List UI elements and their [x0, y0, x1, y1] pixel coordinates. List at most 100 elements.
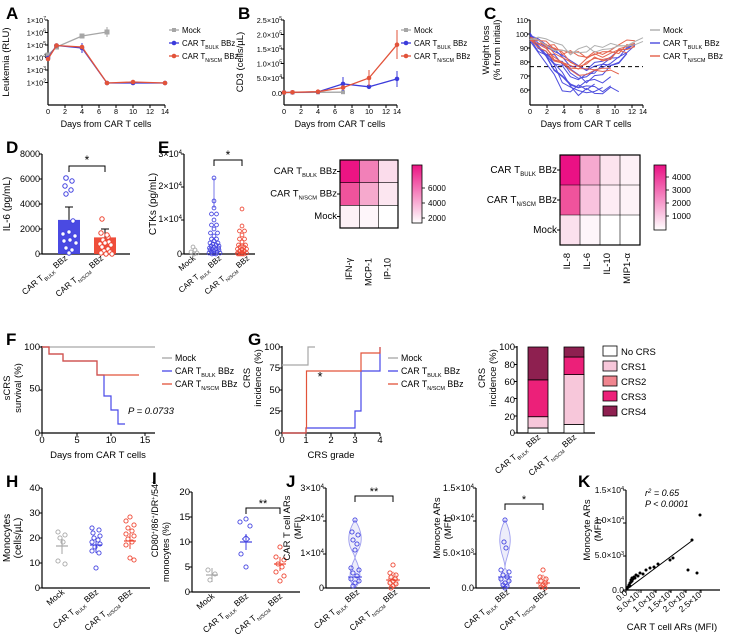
svg-text:CRS grade: CRS grade	[308, 450, 355, 461]
svg-text:2×104: 2×104	[158, 181, 182, 191]
svg-text:IP-10: IP-10	[383, 258, 393, 280]
svg-text:6: 6	[579, 107, 583, 116]
svg-text:14: 14	[161, 107, 169, 116]
svg-text:CAR TBULK BBz: CAR TBULK BBz	[414, 39, 467, 51]
svg-text:IL-10: IL-10	[602, 253, 613, 275]
svg-text:100: 100	[24, 342, 40, 353]
svg-text:Mock: Mock	[44, 586, 67, 607]
svg-text:75: 75	[269, 363, 280, 374]
svg-text:1×105: 1×105	[27, 41, 46, 50]
svg-text:10: 10	[365, 107, 373, 116]
svg-text:0.0: 0.0	[272, 89, 282, 98]
svg-text:IL-6 (pg/mL): IL-6 (pg/mL)	[2, 177, 13, 231]
svg-text:Mock: Mock	[182, 26, 201, 35]
svg-text:CD3 (cells/µL): CD3 (cells/µL)	[235, 32, 246, 92]
svg-text:0.0: 0.0	[461, 583, 474, 593]
svg-text:CAR TBULK BBz: CAR TBULK BBz	[663, 38, 720, 51]
svg-text:CRS3: CRS3	[621, 392, 646, 403]
svg-text:90: 90	[520, 44, 528, 53]
svg-text:CD80+/86+/DR+/54+: CD80+/86+/DR+/54+	[150, 481, 160, 557]
svg-text:IL-6: IL-6	[582, 253, 593, 269]
svg-text:110: 110	[516, 16, 528, 25]
svg-text:2×104: 2×104	[300, 513, 324, 523]
svg-text:4: 4	[316, 107, 320, 116]
svg-text:CRS: CRS	[242, 368, 253, 388]
svg-text:Mock: Mock	[533, 225, 558, 236]
svg-text:8: 8	[350, 107, 354, 116]
svg-text:60: 60	[520, 86, 528, 95]
svg-text:MIP1-α: MIP1-α	[622, 253, 633, 284]
svg-text:30: 30	[29, 508, 40, 519]
svg-text:*: *	[226, 148, 231, 162]
svg-text:**: **	[370, 486, 379, 498]
svg-text:10: 10	[106, 435, 117, 446]
svg-text:20: 20	[504, 412, 515, 423]
svg-text:3×104: 3×104	[158, 149, 182, 159]
svg-text:1×103: 1×103	[27, 66, 46, 75]
svg-text:1×104: 1×104	[27, 54, 46, 63]
svg-text:10: 10	[29, 558, 40, 569]
svg-text:1×102: 1×102	[27, 79, 46, 88]
svg-text:Mock: Mock	[414, 26, 433, 35]
svg-text:Days from CAR T cells: Days from CAR T cells	[50, 450, 146, 461]
svg-text:Mock: Mock	[401, 353, 423, 363]
svg-text:2000: 2000	[20, 224, 40, 234]
svg-text:80: 80	[504, 360, 515, 371]
svg-text:Mock: Mock	[175, 353, 197, 363]
svg-text:6: 6	[333, 107, 337, 116]
svg-text:4000: 4000	[428, 199, 446, 208]
svg-text:1.0×105: 1.0×105	[257, 60, 283, 69]
svg-text:r2 = 0.65: r2 = 0.65	[645, 488, 680, 498]
svg-text:0: 0	[279, 435, 284, 446]
svg-text:25: 25	[269, 406, 280, 417]
svg-text:0: 0	[282, 107, 286, 116]
svg-text:6000: 6000	[20, 174, 40, 184]
svg-text:1×106: 1×106	[27, 29, 46, 38]
svg-text:CAR TN/SCM BBz: CAR TN/SCM BBz	[401, 379, 464, 392]
svg-text:P = 0.0733: P = 0.0733	[128, 406, 175, 417]
svg-text:CAR TN/SCM BBz: CAR TN/SCM BBz	[175, 379, 238, 392]
svg-text:monocytes (%): monocytes (%)	[161, 522, 171, 582]
svg-text:4: 4	[80, 107, 84, 116]
svg-text:10: 10	[611, 107, 619, 116]
svg-text:Days from CAR T cells: Days from CAR T cells	[61, 119, 152, 129]
svg-text:Mock: Mock	[314, 211, 337, 222]
svg-text:3: 3	[352, 435, 357, 446]
svg-text:10: 10	[129, 107, 137, 116]
svg-text:incidence (%): incidence (%)	[488, 349, 499, 407]
svg-text:CAR TBULK BBz: CAR TBULK BBz	[401, 366, 460, 379]
svg-text:1×104: 1×104	[158, 214, 182, 224]
svg-text:2: 2	[328, 435, 333, 446]
svg-text:*: *	[85, 153, 90, 167]
svg-text:MCP-1: MCP-1	[363, 258, 373, 286]
svg-text:CAR T cell ARs (MFI): CAR T cell ARs (MFI)	[627, 622, 717, 633]
svg-text:3×104: 3×104	[300, 483, 324, 493]
svg-text:Mock: Mock	[663, 25, 684, 35]
svg-text:CRS4: CRS4	[621, 407, 646, 418]
svg-text:(MFI): (MFI)	[443, 517, 454, 540]
svg-text:CAR TN/SCM BBz: CAR TN/SCM BBz	[182, 52, 239, 64]
svg-text:50: 50	[269, 385, 280, 396]
svg-text:8: 8	[596, 107, 600, 116]
svg-text:*: *	[522, 494, 527, 506]
svg-text:Weight loss: Weight loss	[481, 25, 492, 74]
svg-text:2.0×105: 2.0×105	[257, 31, 283, 40]
svg-text:100: 100	[516, 30, 528, 39]
svg-text:3000: 3000	[672, 185, 691, 195]
svg-text:5.0×104: 5.0×104	[257, 74, 283, 83]
svg-text:14: 14	[393, 107, 401, 116]
svg-text:Monocyte ARs: Monocyte ARs	[432, 497, 443, 558]
svg-text:0: 0	[39, 435, 44, 446]
svg-text:CRS2: CRS2	[621, 377, 646, 388]
svg-text:12: 12	[628, 107, 636, 116]
svg-text:1.5×105: 1.5×105	[257, 45, 283, 54]
svg-text:CAR TBULK BBz: CAR TBULK BBz	[175, 366, 234, 379]
svg-text:IL-8: IL-8	[562, 253, 573, 269]
svg-text:4000: 4000	[20, 199, 40, 209]
svg-text:40: 40	[504, 395, 515, 406]
svg-text:Leukemia (RLU): Leukemia (RLU)	[1, 27, 12, 96]
svg-text:1.5×104: 1.5×104	[443, 483, 475, 493]
svg-text:CAR TBULK BBz: CAR TBULK BBz	[182, 39, 235, 51]
svg-text:(MFI): (MFI)	[293, 517, 304, 540]
svg-text:incidence (%): incidence (%)	[253, 349, 264, 407]
